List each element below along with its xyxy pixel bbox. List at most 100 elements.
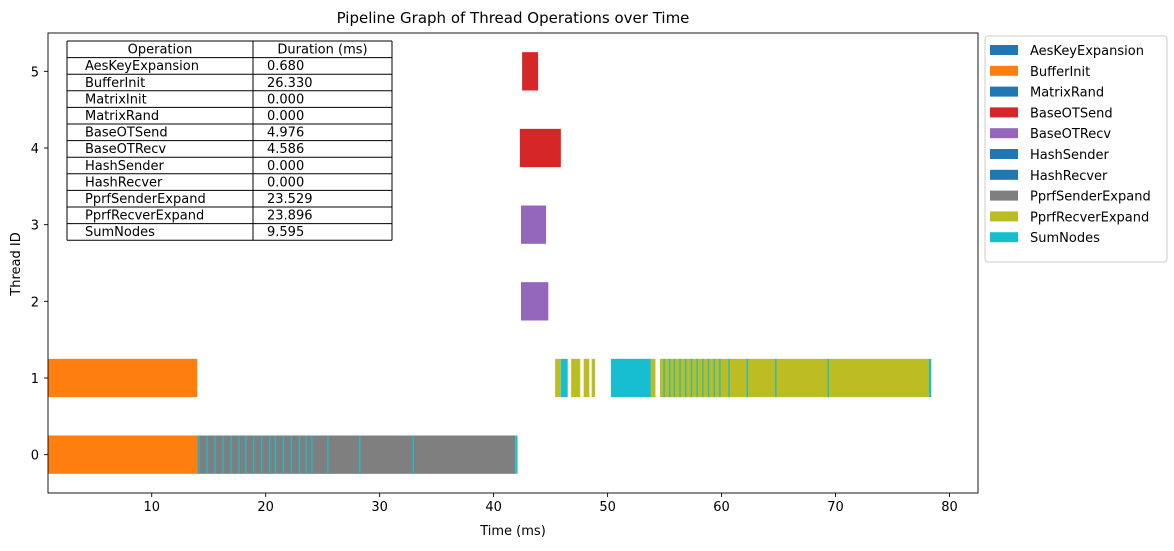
separator-thread0-0: [198, 435, 200, 474]
bar-thread3-BaseOTRecv-2: [520, 205, 547, 244]
y-tick-label-1: 1: [31, 372, 39, 387]
separator-thread0-14: [305, 435, 307, 474]
x-axis-label: Time (ms): [479, 524, 546, 539]
separator-thread1-4: [685, 358, 687, 398]
separator-thread1-13: [775, 358, 777, 398]
legend-label-BufferInit: BufferInit: [1030, 65, 1090, 80]
bar-thread1-PprfRecverExpand-9: [591, 358, 596, 398]
bar-thread1-SumNodes-6: [560, 358, 568, 398]
table-cell-operation-6: HashSender: [85, 159, 164, 174]
bar-thread2-BaseOTRecv-3: [520, 282, 549, 321]
y-tick-label-5: 5: [31, 65, 39, 80]
bar-thread1-SumNodes-10: [611, 358, 651, 398]
separator-thread1-1: [669, 358, 671, 398]
legend-label-AesKeyExpansion: AesKeyExpansion: [1030, 44, 1144, 59]
legend-label-PprfSenderExpand: PprfSenderExpand: [1030, 190, 1151, 205]
bar-thread0-SumNodes-16: [515, 435, 518, 474]
legend-swatch-HashSender: [990, 149, 1018, 159]
x-tick-label-10: 10: [143, 500, 160, 515]
bar-thread1-PprfRecverExpand-8: [583, 358, 590, 398]
table-cell-operation-10: SumNodes: [85, 225, 155, 240]
table-header-0: Operation: [128, 43, 193, 58]
table-cell-duration-6: 0.000: [267, 159, 304, 174]
separator-thread0-2: [214, 435, 216, 474]
separator-thread1-9: [713, 358, 715, 398]
table-cell-duration-8: 23.529: [267, 192, 313, 207]
separator-thread1-6: [696, 358, 698, 398]
bar-thread1-PprfRecverExpand-5: [555, 358, 561, 398]
legend-label-BaseOTRecv: BaseOTRecv: [1030, 127, 1111, 142]
bar-thread1-PprfRecverExpand-7: [571, 358, 581, 398]
legend-swatch-HashRecver: [990, 169, 1018, 180]
legend-label-PprfRecverExpand: PprfRecverExpand: [1030, 210, 1149, 225]
y-tick-label-4: 4: [31, 142, 39, 157]
table-header-1: Duration (ms): [277, 43, 367, 58]
legend-swatch-BaseOTSend: [990, 107, 1018, 118]
separator-thread0-13: [298, 435, 301, 474]
legend-label-SumNodes: SumNodes: [1030, 231, 1100, 246]
legend-swatch-PprfSenderExpand: [990, 190, 1018, 201]
bar-thread0-PprfSenderExpand-15: [197, 435, 516, 474]
separator-thread0-1: [206, 435, 208, 474]
duration-table: Operation Duration (ms) AesKeyExpansion 0.6…: [66, 40, 393, 241]
separator-thread0-6: [245, 435, 247, 474]
plot-frame: [47, 32, 979, 494]
separator-thread0-17: [359, 435, 361, 474]
table-cell-operation-1: BufferInit: [85, 76, 145, 91]
separator-thread0-18: [412, 435, 415, 474]
legend-label-MatrixRand: MatrixRand: [1030, 86, 1104, 101]
table-cell-duration-3: 0.000: [267, 109, 304, 124]
table-cell-duration-4: 4.976: [267, 126, 304, 141]
separator-thread0-3: [222, 435, 224, 474]
table-cell-duration-1: 26.330: [267, 76, 313, 91]
separator-thread1-7: [702, 358, 704, 398]
separator-thread1-3: [679, 358, 681, 398]
separator-thread0-15: [311, 435, 313, 474]
plot-area: 10 20 30 40 50 60 70 80 0 1 2 3 4 5: [31, 32, 979, 515]
separator-thread0-10: [274, 435, 277, 474]
separator-thread1-11: [728, 358, 730, 398]
x-tick-label-60: 60: [713, 500, 730, 515]
legend-swatch-AesKeyExpansion: [990, 45, 1018, 55]
separator-thread1-2: [673, 358, 675, 398]
bar-thread5-BaseOTSend-0: [522, 52, 539, 91]
separator-thread1-14: [827, 358, 829, 398]
table-cell-duration-2: 0.000: [267, 92, 304, 107]
table-cell-duration-9: 23.896: [267, 209, 313, 224]
separator-thread1-5: [690, 358, 693, 398]
separator-thread0-11: [282, 435, 285, 474]
legend-swatch-PprfRecverExpand: [990, 211, 1018, 222]
table-cell-duration-5: 4.586: [267, 142, 304, 157]
separator-thread1-12: [746, 358, 748, 398]
y-tick-label-2: 2: [31, 295, 39, 310]
separator-thread0-12: [290, 435, 293, 474]
legend-swatch-BaseOTRecv: [990, 128, 1018, 139]
table-cell-operation-8: PprfSenderExpand: [85, 192, 206, 207]
legend-swatch-SumNodes: [990, 232, 1018, 243]
table-cell-duration-10: 9.595: [267, 225, 304, 240]
legend-label-HashSender: HashSender: [1030, 148, 1109, 163]
table-cell-operation-5: BaseOTRecv: [85, 142, 166, 157]
x-tick-label-80: 80: [941, 500, 958, 515]
bar-thread1-PprfRecverExpand-12: [660, 358, 929, 398]
separator-thread1-0: [663, 358, 665, 398]
y-tick-label-0: 0: [31, 449, 39, 464]
x-tick-label-70: 70: [827, 500, 844, 515]
legend-label-HashRecver: HashRecver: [1030, 169, 1108, 184]
y-axis-label: Thread ID: [9, 232, 24, 296]
y-tick-label-3: 3: [31, 219, 39, 234]
table-cell-operation-9: PprfRecverExpand: [85, 209, 204, 224]
table-cell-duration-0: 0.680: [267, 59, 304, 74]
table-cell-operation-0: AesKeyExpansion: [85, 59, 199, 74]
bar-thread4-BaseOTSend-1: [519, 128, 561, 168]
table-cell-operation-3: MatrixRand: [85, 109, 159, 124]
bar-thread0-BufferInit-14: [48, 435, 198, 474]
legend-box: [984, 35, 1168, 263]
chart-title: Pipeline Graph of Thread Operations over…: [337, 9, 690, 27]
separator-thread1-8: [707, 358, 710, 398]
bar-thread1-SumNodes-13: [928, 358, 932, 398]
separator-thread0-5: [238, 435, 240, 474]
separator-thread0-7: [253, 435, 255, 474]
